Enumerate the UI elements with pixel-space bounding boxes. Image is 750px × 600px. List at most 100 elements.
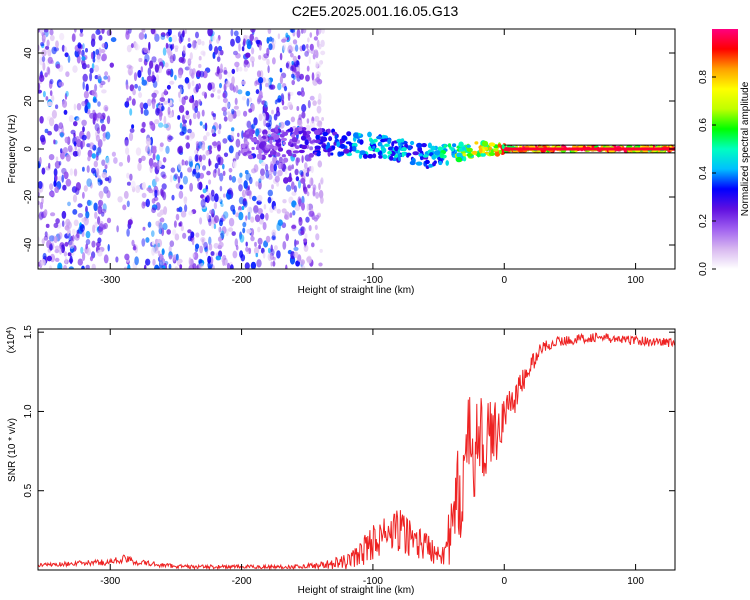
spectrogram-cell <box>179 264 183 269</box>
spectrogram-cell <box>327 147 334 152</box>
spectrogram-cell <box>98 227 104 236</box>
spectrogram-cell <box>63 109 68 115</box>
spectrogram-cell <box>142 181 146 190</box>
spectrogram-cell <box>257 237 263 245</box>
spectrogram-cell <box>238 196 244 205</box>
spectrogram-cell <box>195 171 201 179</box>
spectrogram-cell <box>265 235 271 243</box>
colorbar-tick-label: 0.6 <box>698 118 709 132</box>
spectrogram-cell <box>73 121 78 127</box>
spectrogram-cell <box>297 254 302 262</box>
spectrogram-cell <box>321 29 325 34</box>
spectrogram-cell <box>246 120 252 129</box>
spectrogram-cell <box>295 176 300 182</box>
spectrogram-cell <box>131 124 135 129</box>
y-tick-label: -40 <box>23 237 34 252</box>
spectrogram-cell <box>220 203 224 207</box>
spectrogram-cell <box>306 43 309 49</box>
spectrogram-cell <box>65 178 72 187</box>
spectrogram-cell <box>89 112 95 119</box>
spectrogram-cell <box>316 29 319 37</box>
x-tick-label: -100 <box>363 576 383 587</box>
spectrogram-cell <box>147 98 152 107</box>
spectrogram-cell <box>192 102 195 111</box>
spectrogram-cell <box>57 262 63 269</box>
spectrogram-cell <box>407 145 412 151</box>
spectrogram-cell <box>144 33 147 40</box>
spectrogram-cell <box>127 154 131 163</box>
spectrogram-cell <box>238 66 243 72</box>
spectrogram-cell <box>92 109 96 115</box>
spectrogram-cell <box>82 81 85 90</box>
spectrogram-cell <box>232 160 237 169</box>
spectrogram-cell <box>41 167 46 175</box>
spectrogram-cell <box>53 168 58 177</box>
spectrogram-cell <box>207 255 212 264</box>
spectrogram-cell <box>141 76 145 82</box>
spectrogram-marks <box>38 29 675 269</box>
spectrogram-cell <box>82 73 88 82</box>
colorbar: 0.0 0.2 0.4 0.6 0.8 Normalized spectral ampl… <box>698 29 750 276</box>
spectrogram-cell <box>188 155 193 162</box>
spectrogram-cell <box>178 56 185 63</box>
spectrogram-cell <box>73 29 77 33</box>
spectrogram-cell <box>311 242 315 248</box>
spectrogram-cell <box>318 189 324 199</box>
spectrogram-cell <box>58 232 63 240</box>
spectrogram-cell <box>264 163 269 172</box>
spectrogram-cell <box>287 176 293 183</box>
spectrogram-cell <box>94 75 99 80</box>
spectrogram-cell <box>478 147 483 154</box>
spectrogram-cell <box>135 185 141 194</box>
spectrogram-cell <box>192 263 197 269</box>
spectrogram-cell <box>124 253 130 261</box>
spectrogram-cell <box>304 139 309 146</box>
spectrogram-cell <box>418 153 423 157</box>
spectrogram-cell <box>206 212 210 220</box>
spectrogram-cell <box>302 182 306 191</box>
spectrogram-cell <box>147 221 152 228</box>
spectrogram-cell <box>273 205 277 212</box>
spectrogram-cell <box>95 134 100 142</box>
spectrogram-cell <box>296 64 301 73</box>
spectrogram-cell <box>251 123 256 130</box>
spectrogram-cell <box>107 175 112 184</box>
spectrogram-cell <box>217 129 221 135</box>
spectrogram-cell <box>143 47 149 53</box>
spectrogram-cell <box>147 149 152 157</box>
spectrogram-cell <box>300 226 305 233</box>
spectrogram-cell <box>179 171 183 179</box>
spectrogram-cell <box>260 168 265 176</box>
spectrogram-cell <box>412 151 420 156</box>
spectrogram-cell <box>38 29 41 33</box>
spectrogram-cell <box>155 74 160 83</box>
spectrogram-cell <box>141 29 146 33</box>
spectrogram-cell <box>258 180 262 190</box>
spectrogram-cell <box>49 117 55 127</box>
spectrogram-cell <box>315 77 321 83</box>
spectrogram-cell <box>195 243 200 250</box>
spectrogram-cell <box>250 261 257 269</box>
spectrogram-cell <box>162 47 167 56</box>
spectrogram-cell <box>310 177 314 186</box>
spectrogram-cell <box>279 121 285 129</box>
spectrogram-cell <box>307 37 310 43</box>
spectrogram-cell <box>235 53 241 59</box>
spectrogram-cell <box>125 147 130 155</box>
spectrogram-cell <box>76 103 82 111</box>
spectrogram-cell <box>71 33 76 42</box>
spectrogram-cell <box>162 174 167 180</box>
spectrogram-cell <box>167 106 171 116</box>
spectrogram-cell <box>195 141 200 147</box>
spectrogram-cell <box>270 244 273 253</box>
spectrogram-cell <box>152 258 156 266</box>
spectrogram-cell <box>206 131 210 137</box>
spectrogram-cell <box>38 89 42 94</box>
spectrogram-cell <box>224 101 231 109</box>
spectrogram-cell <box>125 30 130 40</box>
spectrogram-cell <box>43 29 49 33</box>
spectrogram-cell <box>296 91 302 96</box>
spectrogram-cell <box>48 154 55 161</box>
spectrogram-cell <box>262 112 266 121</box>
spectrogram-cell <box>263 53 269 59</box>
